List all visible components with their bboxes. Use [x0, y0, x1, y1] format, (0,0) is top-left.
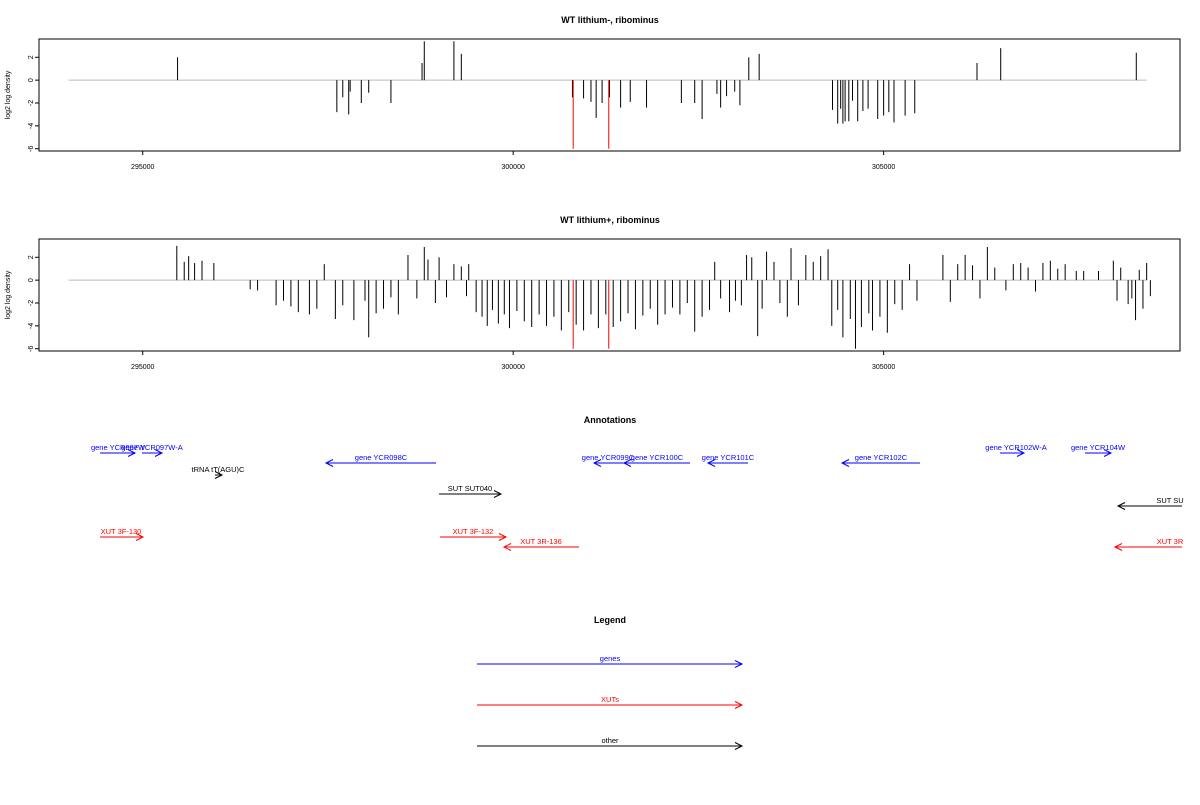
panel-lithium-plus: WT lithium+, ribominus -6 -4 -2 0 2 log2 log … — [5, 215, 1181, 371]
panel-lithium-minus: WT lithium-, ribominus -6 -4 -2 0 2 log2 log … — [5, 15, 1181, 171]
feature-label: gene YCR097W-A — [121, 443, 182, 452]
feature-label: gene YCR097W — [91, 443, 146, 452]
gene-feature: gene YCR104W — [1071, 443, 1126, 457]
y-tick-label: -4 — [28, 323, 35, 329]
x-tick-label: 300000 — [502, 364, 525, 371]
xut-feature: XUT 3R — [1113, 537, 1184, 551]
arrowhead-icon — [493, 490, 503, 498]
x-tick-label: 300000 — [502, 164, 525, 171]
xut-feature: XUT 3F-130 — [100, 527, 145, 541]
panel1-title: WT lithium-, ribominus — [561, 15, 659, 25]
arrowhead-icon — [1016, 449, 1026, 457]
y-tick-label: -6 — [28, 346, 35, 352]
panel2-title: WT lithium+, ribominus — [560, 215, 660, 225]
other-feature: SUT SU — [1116, 496, 1184, 510]
y-tick-label: -4 — [28, 123, 35, 129]
feature-label: SUT SU — [1156, 496, 1183, 505]
y-tick-label: -2 — [28, 300, 35, 306]
panel1-frame — [38, 38, 1181, 152]
other-feature: tRNA tT(AGU)C — [192, 465, 246, 479]
feature-label: XUT 3F-132 — [453, 527, 494, 536]
arrowhead-icon — [622, 459, 632, 467]
feature-label: gene YCR102C — [855, 453, 908, 462]
legend-title: Legend — [594, 615, 626, 625]
arrowhead-icon — [1113, 543, 1123, 551]
x-tick-label: 295000 — [131, 364, 154, 371]
y-tick-label: -2 — [28, 100, 35, 106]
panel2-axes: -6 -4 -2 0 2 log2 log density 295000 300000 3050… — [5, 255, 895, 371]
y-tick-label: 2 — [28, 55, 35, 59]
arrowhead-icon — [1103, 449, 1113, 457]
y-tick-label: 0 — [28, 78, 35, 82]
feature-label: XUT 3R-136 — [520, 537, 562, 546]
x-tick-label: 305000 — [872, 164, 895, 171]
other-feature: SUT SUT040 — [439, 484, 503, 498]
feature-label: gene YCR098C — [355, 453, 408, 462]
gene-feature: gene YCR098C — [324, 453, 436, 467]
x-tick-label: 295000 — [131, 164, 154, 171]
arrowhead-icon — [734, 701, 744, 709]
arrowhead-icon — [214, 471, 224, 479]
arrowhead-icon — [502, 543, 512, 551]
feature-label: tRNA tT(AGU)C — [192, 465, 246, 474]
legend-items: genes XUTs other — [477, 654, 744, 750]
feature-label: gene YCR099C — [582, 453, 635, 462]
arrowhead-icon — [734, 742, 744, 750]
gene-feature: gene YCR097W-A — [121, 443, 183, 457]
y-tick-label: 2 — [28, 255, 35, 259]
feature-label: XUT 3R — [1157, 537, 1184, 546]
arrowhead-icon — [154, 449, 164, 457]
legend-section: Legend genes XUTs other — [477, 615, 744, 750]
feature-label: gene YCR100C — [631, 453, 684, 462]
legend-item: XUTs — [477, 695, 744, 709]
legend-item: genes — [477, 654, 744, 668]
gene-feature: gene YCR097W — [91, 443, 146, 457]
arrowhead-icon — [840, 459, 850, 467]
arrowhead-icon — [498, 533, 508, 541]
annotations-title: Annotations — [584, 415, 637, 425]
panel1-bars — [68, 41, 1147, 149]
panel1-axes: -6 -4 -2 0 2 log2 log density 295000 300000 3050… — [5, 55, 895, 171]
y-tick-label: 0 — [28, 278, 35, 282]
arrowhead-icon — [706, 459, 716, 467]
feature-label: gene YCR104W — [1071, 443, 1126, 452]
arrowhead-icon — [135, 533, 145, 541]
gene-feature: gene YCR102W-A — [985, 443, 1047, 457]
feature-label: gene YCR101C — [702, 453, 755, 462]
x-tick-label: 305000 — [872, 364, 895, 371]
arrowhead-icon — [1116, 502, 1126, 510]
feature-label: genes — [600, 654, 621, 663]
feature-label: XUTs — [601, 695, 619, 704]
y-axis-label: log2 log density — [5, 270, 12, 319]
arrowhead-icon — [592, 459, 602, 467]
xut-feature: XUT 3R-136 — [502, 537, 579, 551]
feature-label: other — [601, 736, 619, 745]
gene-feature: gene YCR101C — [702, 453, 755, 467]
y-tick-label: -6 — [28, 146, 35, 152]
gene-feature: gene YCR100C — [622, 453, 690, 467]
gene-feature: gene YCR102C — [840, 453, 920, 467]
arrowhead-icon — [127, 449, 137, 457]
panel2-frame — [38, 238, 1181, 352]
feature-label: SUT SUT040 — [448, 484, 492, 493]
feature-label: gene YCR102W-A — [985, 443, 1046, 452]
panel2-bars — [68, 245, 1151, 349]
xut-feature: XUT 3F-132 — [440, 527, 508, 541]
arrowhead-icon — [324, 459, 334, 467]
legend-item: other — [477, 736, 744, 750]
arrowhead-icon — [734, 660, 744, 668]
y-axis-label: log2 log density — [5, 70, 12, 119]
feature-label: XUT 3F-130 — [101, 527, 142, 536]
